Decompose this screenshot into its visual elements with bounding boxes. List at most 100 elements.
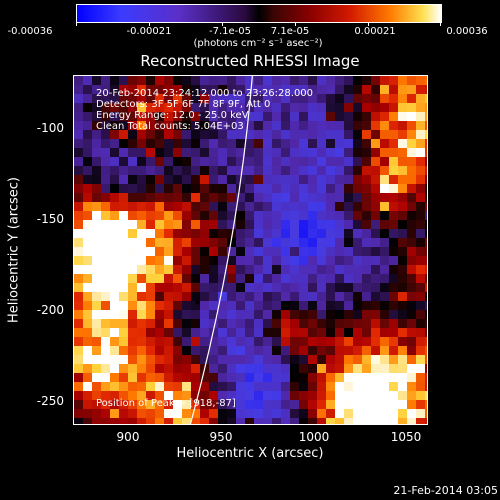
heatmap-cell xyxy=(101,364,110,373)
heatmap-cell xyxy=(92,400,101,409)
heatmap-cell xyxy=(389,238,398,247)
heatmap-cell xyxy=(83,238,92,247)
heatmap-cell xyxy=(137,148,146,157)
heatmap-cell xyxy=(137,418,146,424)
heatmap-cell xyxy=(335,292,344,301)
heatmap-cell xyxy=(380,148,389,157)
heatmap-cell xyxy=(299,166,308,175)
y-tick-label: -100 xyxy=(36,121,64,135)
heatmap-cell xyxy=(146,292,155,301)
heatmap-cell xyxy=(308,76,317,85)
heatmap-cell xyxy=(182,211,191,220)
heatmap-cell xyxy=(173,112,182,121)
heatmap-cell xyxy=(83,283,92,292)
heatmap-cell xyxy=(218,148,227,157)
heatmap-cell xyxy=(191,391,200,400)
heatmap-cell xyxy=(236,103,245,112)
heatmap-cell xyxy=(380,94,389,103)
heatmap-cell xyxy=(371,211,380,220)
heatmap-cell xyxy=(407,121,416,130)
heatmap-cell xyxy=(290,328,299,337)
heatmap-cell xyxy=(218,319,227,328)
heatmap-cell xyxy=(173,148,182,157)
heatmap-cell xyxy=(335,382,344,391)
heatmap-cell xyxy=(290,94,299,103)
heatmap-cell xyxy=(407,130,416,139)
heatmap-cell xyxy=(191,364,200,373)
heatmap-cell xyxy=(353,373,362,382)
heatmap-cell xyxy=(227,337,236,346)
heatmap-cell xyxy=(119,175,128,184)
heatmap-cell xyxy=(254,247,263,256)
heatmap-cell xyxy=(308,121,317,130)
heatmap-cell xyxy=(164,373,173,382)
heatmap-cell xyxy=(209,265,218,274)
heatmap-cell xyxy=(362,400,371,409)
heatmap-cell xyxy=(335,310,344,319)
heatmap-cell xyxy=(299,247,308,256)
heatmap-cell xyxy=(263,355,272,364)
heatmap-cell xyxy=(200,184,209,193)
heatmap-cell xyxy=(182,103,191,112)
heatmap-cell xyxy=(110,346,119,355)
heatmap-cell xyxy=(398,247,407,256)
heatmap-cell xyxy=(254,337,263,346)
heatmap-cell xyxy=(407,238,416,247)
heatmap-cell xyxy=(227,103,236,112)
heatmap-cell xyxy=(119,301,128,310)
heatmap-cell xyxy=(218,400,227,409)
heatmap-cell xyxy=(398,373,407,382)
heatmap-cell xyxy=(236,400,245,409)
heatmap-cell xyxy=(182,175,191,184)
heatmap-cell xyxy=(254,175,263,184)
heatmap-cell xyxy=(164,400,173,409)
heatmap-cell xyxy=(236,373,245,382)
heatmap-cell xyxy=(326,364,335,373)
heatmap-cell xyxy=(380,400,389,409)
heatmap-cell xyxy=(389,175,398,184)
heatmap-cell xyxy=(380,373,389,382)
heatmap-cell xyxy=(164,112,173,121)
heatmap-cell xyxy=(425,292,427,301)
heatmap-cell xyxy=(155,328,164,337)
heatmap-cell xyxy=(164,310,173,319)
heatmap-cell xyxy=(380,238,389,247)
heatmap-cell xyxy=(209,85,218,94)
heatmap-cell xyxy=(200,76,209,85)
heatmap-cell xyxy=(389,139,398,148)
heatmap-cell xyxy=(101,409,110,418)
heatmap-cell xyxy=(272,364,281,373)
heatmap-cell xyxy=(128,391,137,400)
heatmap-cell xyxy=(155,337,164,346)
heatmap-cell xyxy=(299,130,308,139)
heatmap-cell xyxy=(335,247,344,256)
heatmap-cell xyxy=(146,193,155,202)
heatmap-cell xyxy=(128,418,137,424)
heatmap-cell xyxy=(389,247,398,256)
heatmap-cell xyxy=(362,157,371,166)
heatmap-cell xyxy=(227,301,236,310)
heatmap-cell xyxy=(371,175,380,184)
heatmap-cell xyxy=(83,310,92,319)
heatmap-cell xyxy=(380,301,389,310)
heatmap-cell xyxy=(245,94,254,103)
heatmap-cell xyxy=(74,229,83,238)
heatmap-cell xyxy=(182,130,191,139)
heatmap-cell xyxy=(128,301,137,310)
heatmap-cell xyxy=(101,346,110,355)
heatmap-cell xyxy=(236,148,245,157)
heatmap-cell xyxy=(74,328,83,337)
heatmap-cell xyxy=(272,193,281,202)
heatmap-cell xyxy=(299,373,308,382)
heatmap-cell xyxy=(407,355,416,364)
heatmap-cell xyxy=(272,211,281,220)
heatmap-cell xyxy=(227,391,236,400)
heatmap-cell xyxy=(218,85,227,94)
heatmap-cell xyxy=(299,148,308,157)
heatmap-cell xyxy=(290,130,299,139)
heatmap-cell xyxy=(272,328,281,337)
heatmap-cell xyxy=(155,355,164,364)
heatmap-cell xyxy=(236,211,245,220)
heatmap-cell xyxy=(137,238,146,247)
heatmap-cell xyxy=(389,400,398,409)
